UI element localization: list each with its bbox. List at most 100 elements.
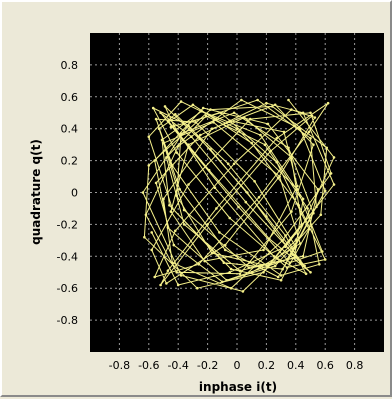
trace-point <box>150 231 153 234</box>
y-tick-label: 0.6 <box>61 91 79 104</box>
trace-point <box>222 261 226 265</box>
trace-point <box>319 213 323 217</box>
trace-point <box>199 133 202 137</box>
trace-point <box>218 231 221 234</box>
trace-point <box>318 263 321 266</box>
x-tick-label: 0.8 <box>346 359 364 372</box>
trace-point <box>265 215 268 218</box>
trace-point <box>169 210 173 213</box>
trace-point <box>312 143 315 146</box>
trace-point <box>241 290 245 293</box>
x-axis-label: inphase i(t) <box>199 380 277 394</box>
trace-point <box>226 162 230 166</box>
x-tick-label: -0.4 <box>167 359 188 372</box>
x-tick-label: 0 <box>234 359 241 372</box>
trace-point <box>321 250 324 253</box>
trace-point <box>265 101 268 105</box>
trace-point <box>178 188 181 191</box>
trace-point <box>294 239 298 242</box>
trace-point <box>301 197 305 201</box>
trace-point <box>235 127 239 130</box>
trace-point <box>187 183 190 186</box>
trace-point <box>303 264 306 268</box>
trace-point <box>247 266 251 269</box>
trace-point <box>221 280 224 284</box>
y-tick-label: 0.2 <box>61 155 79 168</box>
trace-point <box>332 156 336 159</box>
y-tick-label: -0.8 <box>57 314 78 327</box>
trace-point <box>244 200 248 204</box>
trace-point <box>187 143 190 146</box>
traces <box>141 98 336 293</box>
trace-point <box>262 271 265 274</box>
x-tick-label: -0.6 <box>138 359 159 372</box>
trace-point <box>238 272 242 276</box>
trace-point <box>279 274 283 277</box>
trace-point <box>284 245 287 248</box>
trace-point <box>238 269 242 273</box>
trace-point <box>310 114 314 118</box>
trace-point <box>175 151 178 154</box>
trace-point <box>279 278 283 282</box>
trace-point <box>168 204 171 207</box>
trace-point <box>271 105 274 108</box>
trace-point <box>237 205 240 209</box>
trace-point <box>209 108 212 111</box>
trace-point <box>298 242 302 245</box>
trace-point <box>263 143 267 146</box>
trace-point <box>273 264 277 268</box>
trace-point <box>296 184 299 188</box>
trace-point <box>256 98 259 102</box>
trace-point <box>228 271 231 274</box>
trace-point <box>188 121 192 124</box>
y-tick-label: -0.4 <box>57 250 78 263</box>
trace-point <box>329 172 333 175</box>
trace-point <box>151 106 155 110</box>
trace-point <box>166 269 170 273</box>
y-axis-label: quadrature q(t) <box>29 139 43 245</box>
trace-point <box>240 98 243 102</box>
y-tick-label: 0.4 <box>61 123 79 136</box>
trace-point <box>306 207 309 210</box>
trace-point <box>253 180 256 183</box>
trace-point <box>207 168 211 172</box>
trace-point <box>169 125 173 129</box>
trace-point <box>323 258 327 261</box>
trace-point <box>250 141 253 145</box>
trace-point <box>301 111 305 115</box>
trace-point <box>171 207 174 210</box>
trace-point <box>212 121 215 124</box>
trace-point <box>288 261 292 265</box>
trace-point <box>296 188 299 191</box>
trace-point <box>276 176 280 180</box>
trace-point <box>325 146 329 150</box>
trace-point <box>259 133 262 137</box>
trace-point <box>275 160 279 164</box>
trace-point <box>160 138 164 142</box>
trace-point <box>166 119 170 122</box>
trace-point <box>269 149 273 153</box>
trace-point <box>175 271 178 274</box>
y-tick-label: -0.2 <box>57 218 78 231</box>
trace-point <box>191 103 195 107</box>
trace-point <box>162 141 165 145</box>
trace-point <box>153 275 156 279</box>
trace-point <box>229 267 233 271</box>
trace-point <box>298 259 302 263</box>
trace-point <box>232 111 236 115</box>
x-tick-label: 0.4 <box>287 359 305 372</box>
trace-point <box>182 223 186 226</box>
trace-point <box>174 229 177 233</box>
trace-point <box>172 243 176 247</box>
trace-point <box>281 267 284 271</box>
y-tick-label: 0 <box>71 187 78 200</box>
trace-point <box>209 148 212 151</box>
trace-point <box>150 248 153 252</box>
trace-point <box>175 194 178 197</box>
trace-point <box>172 124 176 127</box>
trace-point <box>157 127 161 130</box>
y-tick-labels: -0.8 -0.6 -0.4 -0.2 0 0.2 0.4 0.6 0.8 <box>57 59 78 327</box>
trace-point <box>326 101 330 105</box>
